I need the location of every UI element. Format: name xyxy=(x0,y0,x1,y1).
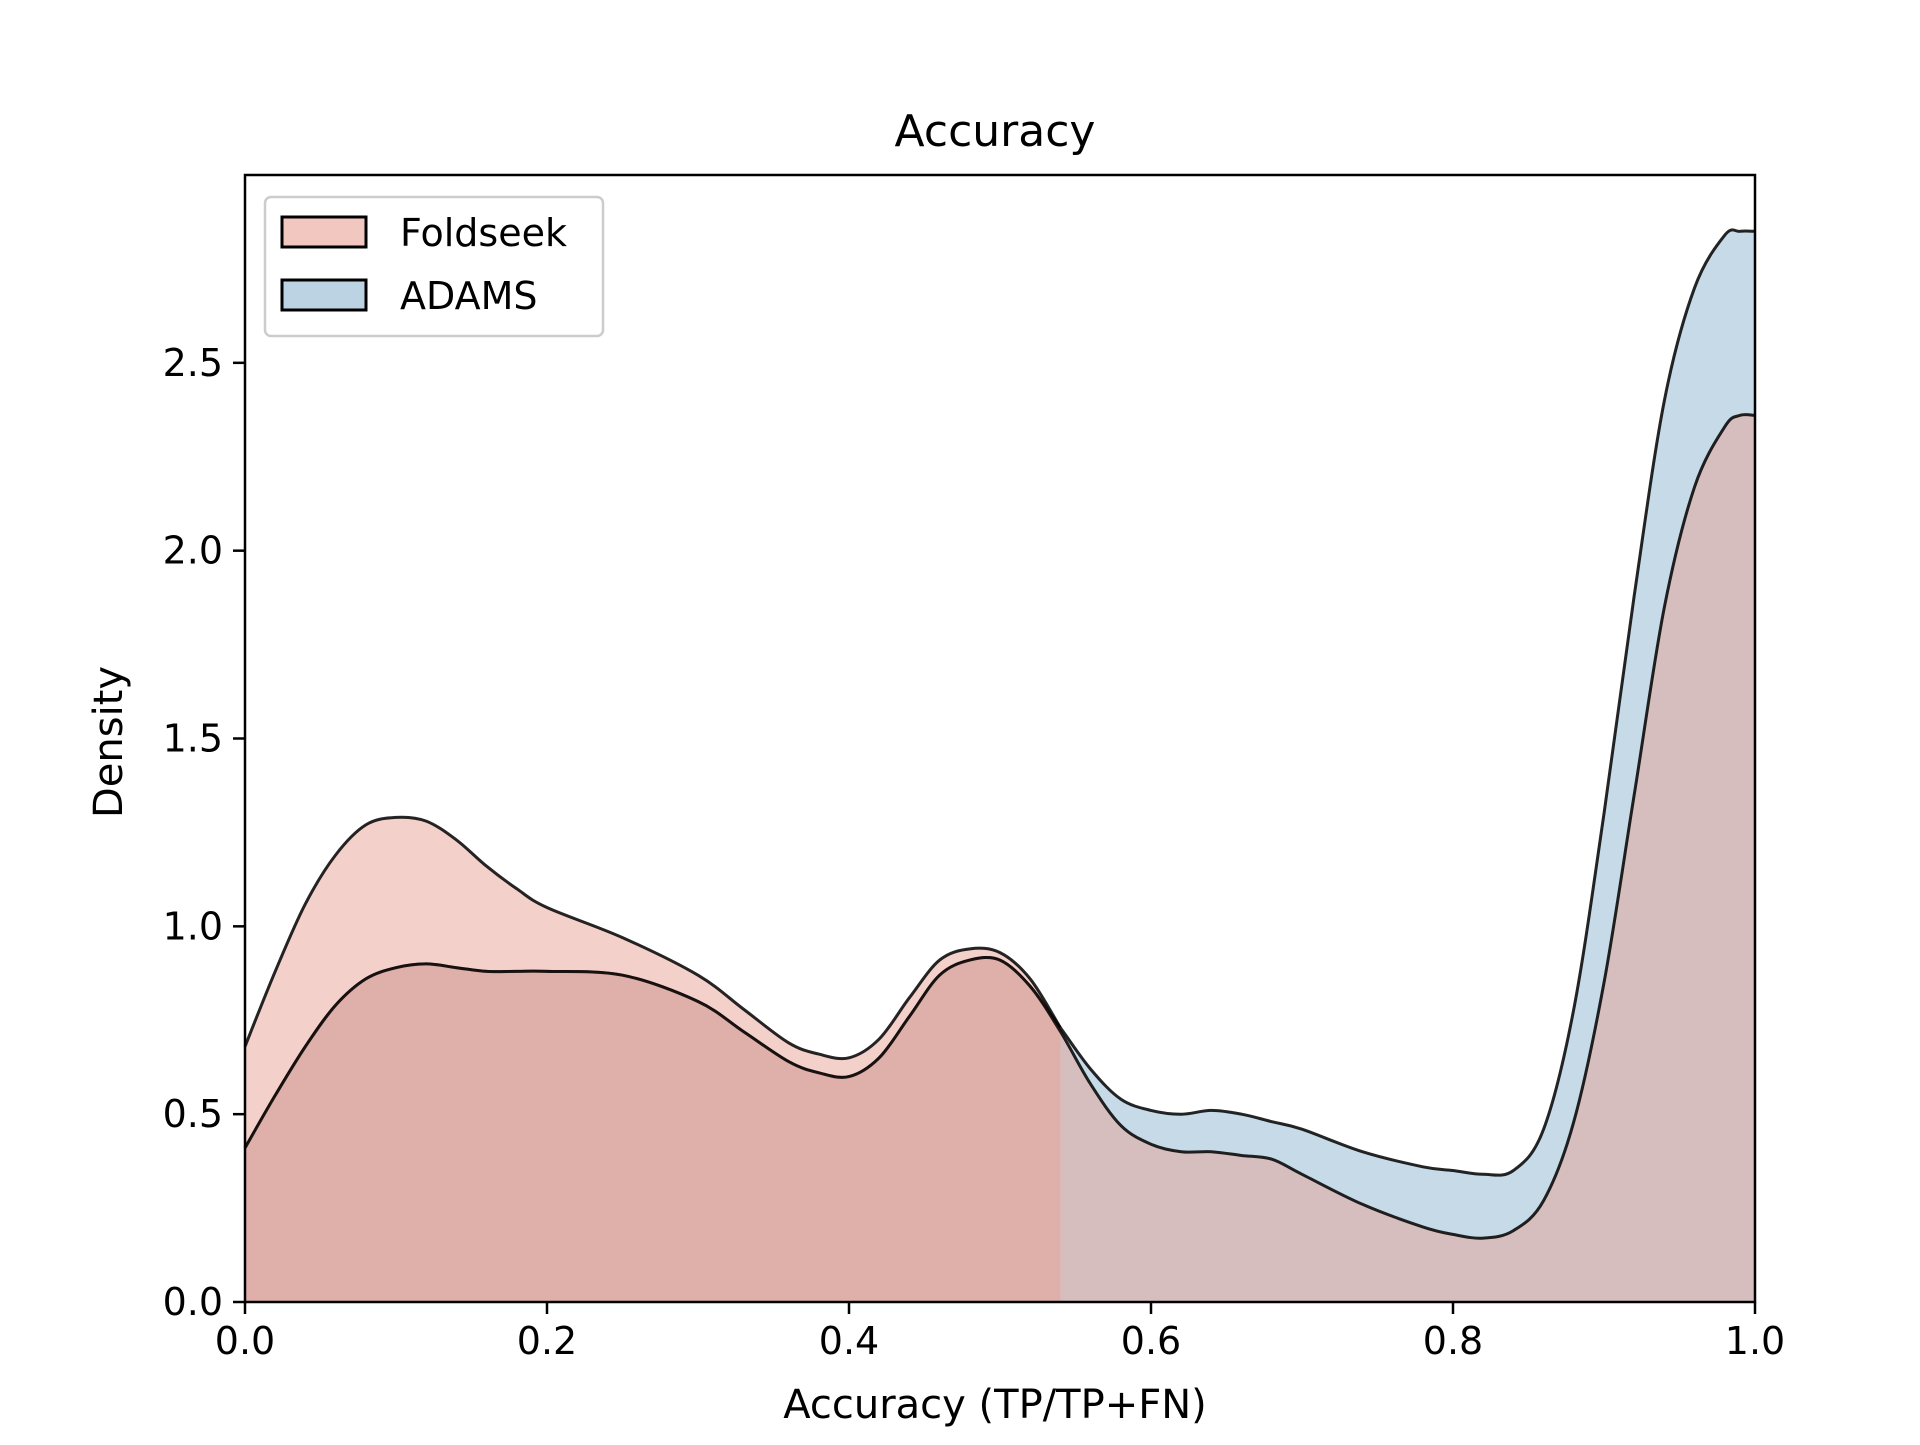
legend-swatch-adams xyxy=(280,278,368,312)
x-tick-label: 1.0 xyxy=(1725,1319,1785,1363)
chart-title: Accuracy xyxy=(895,106,1096,157)
y-axis-label: Density xyxy=(86,666,132,818)
y-tick-label: 1.5 xyxy=(163,717,223,761)
legend: Foldseek ADAMS xyxy=(263,195,605,338)
legend-swatch-foldseek xyxy=(280,215,368,249)
x-tick-label: 0.8 xyxy=(1423,1319,1483,1363)
y-tick-label: 0.0 xyxy=(163,1280,223,1324)
y-tick-label: 1.0 xyxy=(163,904,223,948)
y-tick-label: 2.0 xyxy=(163,529,223,573)
x-tick-label: 0.0 xyxy=(215,1319,275,1363)
x-tick-label: 0.2 xyxy=(517,1319,577,1363)
x-tick-label: 0.6 xyxy=(1121,1319,1181,1363)
y-tick-label: 0.5 xyxy=(163,1092,223,1136)
density-line-foldseek-hump xyxy=(243,815,1062,1061)
x-axis-label: Accuracy (TP/TP+FN) xyxy=(783,1382,1207,1428)
x-tick-label: 0.4 xyxy=(819,1319,879,1363)
area-fill-foldseek xyxy=(245,414,1755,1302)
axes: 0.0 0.2 0.4 0.6 0.8 1.0 0.0 0.5 1.0 1.5 2.0 2.5 xyxy=(163,173,1785,1363)
density-areas xyxy=(243,228,1756,1302)
legend-label-foldseek: Foldseek xyxy=(400,211,567,255)
legend-label-adams: ADAMS xyxy=(400,274,538,318)
density-line-foldseek xyxy=(243,413,1756,1240)
y-tick-label: 2.5 xyxy=(163,341,223,385)
